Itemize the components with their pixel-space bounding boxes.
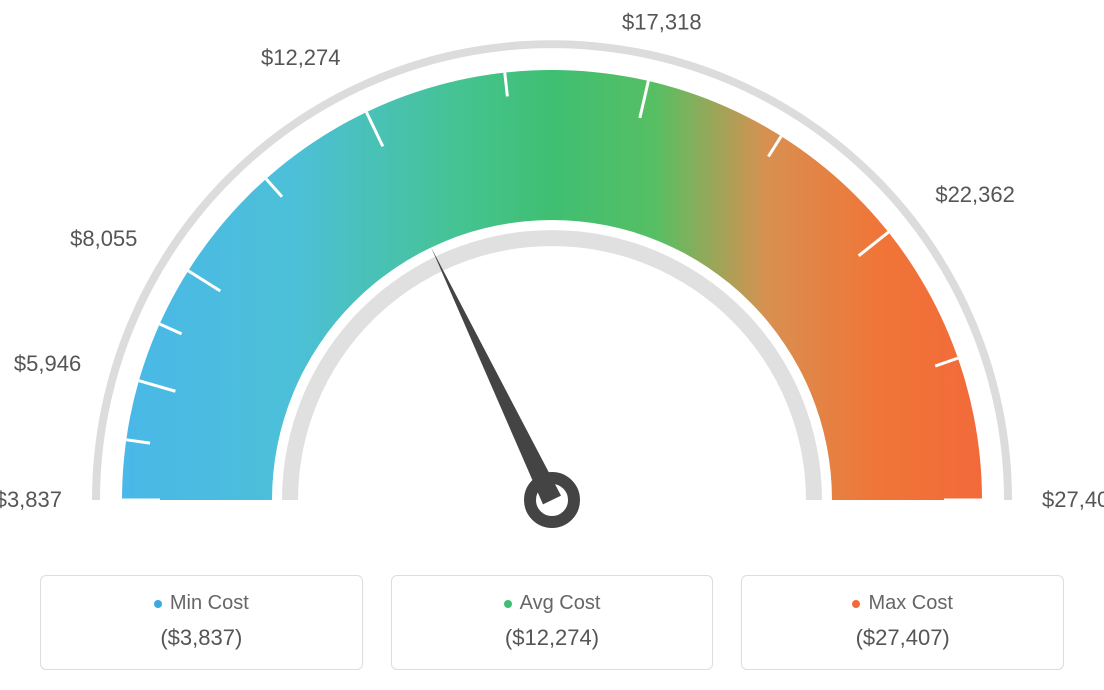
gauge-area: $3,837 $5,946 $8,055 $12,274 $17,318 $22,362 $… bbox=[0, 0, 1104, 560]
legend-row: Min Cost ($3,837) Avg Cost ($12,274) Max Cos… bbox=[40, 575, 1064, 670]
gauge-svg: $3,837 $5,946 $8,055 $12,274 $17,318 $22,362 $… bbox=[0, 0, 1104, 560]
tick-label: $5,946 bbox=[14, 351, 81, 376]
tick-label: $12,274 bbox=[261, 45, 341, 70]
legend-dot-icon bbox=[154, 600, 162, 608]
gauge-needle bbox=[431, 247, 561, 504]
legend-title: Avg Cost bbox=[392, 592, 713, 615]
legend-title: Max Cost bbox=[742, 592, 1063, 615]
legend-value: ($12,274) bbox=[392, 625, 713, 651]
legend-value: ($3,837) bbox=[41, 625, 362, 651]
legend-title-text: Avg Cost bbox=[520, 592, 601, 614]
legend-card-avg: Avg Cost ($12,274) bbox=[391, 575, 714, 670]
cost-gauge-chart: { "gauge": { "type": "gauge", "min_value… bbox=[0, 0, 1104, 690]
legend-title-text: Max Cost bbox=[868, 592, 952, 614]
tick-label: $27,407 bbox=[1042, 487, 1104, 512]
gauge-arc bbox=[122, 70, 982, 500]
tick-label: $17,318 bbox=[622, 9, 702, 34]
tick-label: $22,362 bbox=[935, 182, 1015, 207]
tick-label: $8,055 bbox=[70, 226, 137, 251]
legend-dot-icon bbox=[504, 600, 512, 608]
legend-card-max: Max Cost ($27,407) bbox=[741, 575, 1064, 670]
tick-label: $3,837 bbox=[0, 487, 62, 512]
legend-title-text: Min Cost bbox=[170, 592, 249, 614]
legend-value: ($27,407) bbox=[742, 625, 1063, 651]
legend-card-min: Min Cost ($3,837) bbox=[40, 575, 363, 670]
legend-dot-icon bbox=[852, 600, 860, 608]
legend-title: Min Cost bbox=[41, 592, 362, 615]
